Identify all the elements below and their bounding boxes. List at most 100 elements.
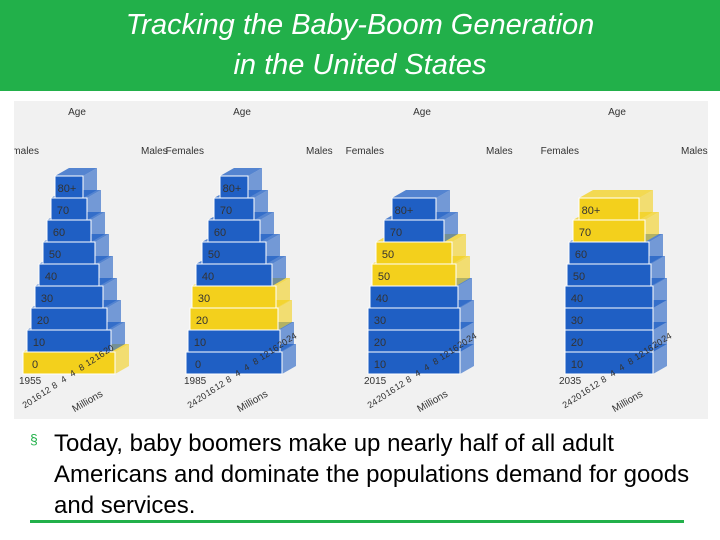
year-label: 1955 bbox=[19, 376, 42, 387]
age-tick: 80+ bbox=[58, 183, 77, 195]
axis-tick: 12 bbox=[438, 349, 452, 363]
axis-tick: 24 bbox=[660, 331, 674, 345]
bar-side bbox=[91, 212, 105, 242]
axis-tick: 16 bbox=[642, 343, 656, 357]
age-label: Age bbox=[413, 107, 431, 118]
bar-side bbox=[653, 278, 667, 308]
axis-tick: 12 bbox=[213, 379, 227, 393]
millions-label: Millions bbox=[416, 389, 450, 415]
age-tick: 80+ bbox=[223, 183, 242, 195]
bar-side bbox=[645, 212, 659, 242]
bar-side bbox=[254, 190, 268, 220]
age-tick: 70 bbox=[57, 205, 69, 217]
age-tick: 20 bbox=[37, 315, 49, 327]
age-tick: 50 bbox=[208, 249, 220, 261]
axis-tick: 24 bbox=[561, 397, 575, 411]
age-tick: 10 bbox=[571, 359, 583, 371]
axis-tick: 4 bbox=[242, 362, 251, 373]
bar-side bbox=[649, 234, 663, 264]
underline-rule bbox=[30, 520, 684, 523]
age-tick: 40 bbox=[202, 271, 214, 283]
axis-tick: 16 bbox=[30, 391, 44, 405]
age-tick: 50 bbox=[573, 271, 585, 283]
axis-tick: 4 bbox=[413, 368, 422, 379]
axis-tick: 4 bbox=[59, 374, 68, 385]
axis-tick: 4 bbox=[617, 362, 626, 373]
bar-side bbox=[103, 278, 117, 308]
bar-side bbox=[83, 168, 97, 198]
title-banner: Tracking the Baby-Boom Generation in the… bbox=[0, 0, 720, 91]
age-tick: 50 bbox=[378, 271, 390, 283]
bar-side bbox=[115, 344, 129, 374]
year-label: 1985 bbox=[184, 376, 207, 387]
age-tick: 10 bbox=[33, 337, 45, 349]
axis-tick: 12 bbox=[588, 379, 602, 393]
bar-side bbox=[99, 256, 113, 286]
age-tick: 0 bbox=[195, 359, 201, 371]
axis-tick: 12 bbox=[39, 385, 53, 399]
bar-side bbox=[458, 278, 472, 308]
males-label: Males bbox=[681, 146, 708, 157]
axis-tick: 24 bbox=[285, 331, 299, 345]
title-line-1: Tracking the Baby-Boom Generation bbox=[125, 9, 595, 41]
females-label: Females bbox=[346, 146, 384, 157]
bar-side bbox=[282, 344, 296, 374]
bar-side bbox=[460, 344, 474, 374]
age-tick: 0 bbox=[32, 359, 38, 371]
millions-label: Millions bbox=[611, 389, 645, 415]
age-tick: 50 bbox=[382, 249, 394, 261]
bar-side bbox=[260, 212, 274, 242]
axis-tick: 20 bbox=[276, 337, 290, 351]
age-tick: 30 bbox=[41, 293, 53, 305]
age-bar bbox=[54, 175, 84, 199]
axis-tick: 16 bbox=[267, 343, 281, 357]
axis-tick: 8 bbox=[251, 356, 260, 367]
age-tick: 60 bbox=[214, 227, 226, 239]
axis-tick: 20 bbox=[456, 337, 470, 351]
age-tick: 50 bbox=[49, 249, 61, 261]
bar-top bbox=[579, 190, 653, 198]
title-line-2: in the United States bbox=[233, 49, 487, 81]
axis-tick: 4 bbox=[422, 362, 431, 373]
age-label: Age bbox=[68, 107, 86, 118]
males-label: Males bbox=[486, 146, 513, 157]
bar-side bbox=[460, 300, 474, 330]
axis-tick: 16 bbox=[204, 385, 218, 399]
year-label: 2035 bbox=[559, 376, 582, 387]
axis-tick: 20 bbox=[21, 397, 35, 411]
axis-tick: 24 bbox=[366, 397, 380, 411]
bar-side bbox=[111, 322, 125, 352]
axis-tick: 12 bbox=[393, 379, 407, 393]
females-label: Females bbox=[14, 146, 39, 157]
age-tick: 20 bbox=[571, 337, 583, 349]
axis-tick: 12 bbox=[258, 349, 272, 363]
age-tick: 70 bbox=[390, 227, 402, 239]
bar-side bbox=[276, 278, 290, 308]
age-tick: 20 bbox=[374, 337, 386, 349]
age-tick: 70 bbox=[220, 205, 232, 217]
axis-tick: 20 bbox=[102, 343, 116, 357]
bullet-marker: § bbox=[30, 431, 38, 447]
axis-tick: 16 bbox=[579, 385, 593, 399]
axis-tick: 4 bbox=[608, 368, 617, 379]
bar-side bbox=[87, 190, 101, 220]
bar-side bbox=[653, 322, 667, 352]
axis-tick: 24 bbox=[186, 397, 200, 411]
population-pyramids-figure: AgeFemalesMales01020304050607080+1955201… bbox=[14, 101, 708, 419]
age-tick: 80+ bbox=[395, 205, 414, 217]
axis-tick: 20 bbox=[195, 391, 209, 405]
age-tick: 30 bbox=[374, 315, 386, 327]
age-tick: 60 bbox=[575, 249, 587, 261]
bar-side bbox=[460, 322, 474, 352]
bar-side bbox=[266, 234, 280, 264]
bar-side bbox=[278, 300, 292, 330]
females-label: Females bbox=[166, 146, 204, 157]
axis-tick: 8 bbox=[431, 356, 440, 367]
slide-title: Tracking the Baby-Boom Generation in the… bbox=[0, 5, 720, 85]
bullet-text: Today, baby boomers make up nearly half … bbox=[54, 430, 690, 519]
age-tick: 40 bbox=[571, 293, 583, 305]
axis-tick: 12 bbox=[633, 349, 647, 363]
bar-side bbox=[651, 256, 665, 286]
pyramids-svg: AgeFemalesMales01020304050607080+1955201… bbox=[14, 107, 708, 415]
age-tick: 30 bbox=[571, 315, 583, 327]
